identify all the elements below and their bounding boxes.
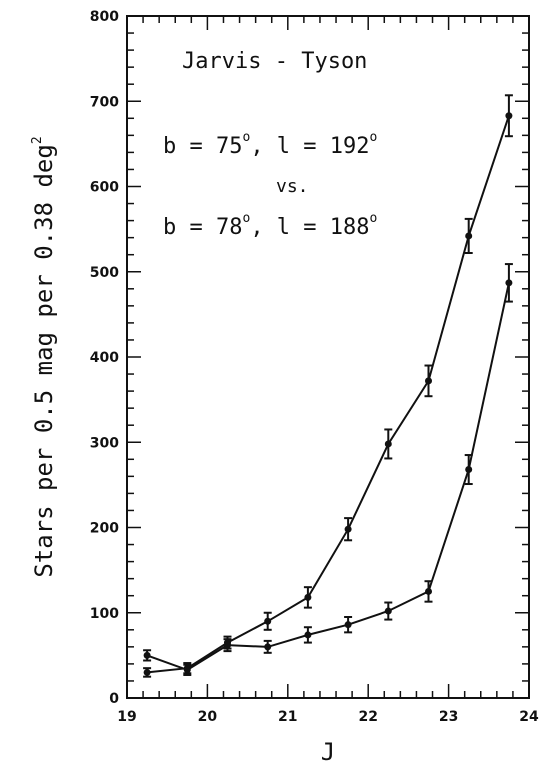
y-tick-label: 500: [90, 265, 119, 281]
data-point: [425, 587, 432, 595]
annotation-line-1-l: , l = 192: [250, 134, 369, 159]
axis-ticks: [126, 15, 530, 699]
data-point: [344, 621, 352, 629]
x-axis-label: J: [321, 738, 335, 766]
y-axis-label-group: Stars per 0.5 mag per 0.38 deg2: [30, 136, 58, 577]
data-point: [465, 466, 473, 474]
y-tick-label: 800: [90, 9, 119, 25]
annotation-line-2-l: , l = 188: [250, 215, 369, 240]
x-tick-label: 23: [439, 709, 458, 725]
data-point: [264, 643, 272, 651]
data-point: [224, 641, 231, 649]
x-tick-label: 24: [519, 709, 539, 725]
annotation-line-2-b-degree: o: [242, 211, 250, 226]
data-point: [384, 440, 392, 448]
y-axis-label-superscript: 2: [30, 136, 45, 144]
y-axis-label-text: Stars per 0.5 mag per 0.38 deg: [30, 144, 58, 577]
plot-frame: [126, 15, 530, 699]
x-tick-labels: 19 20 21 22 23 24: [117, 709, 539, 725]
data-point: [465, 232, 473, 240]
y-tick-label: 200: [90, 521, 119, 537]
data-point: [304, 631, 312, 639]
data-point: [344, 525, 352, 533]
annotation-title: Jarvis - Tyson: [182, 49, 367, 74]
y-tick-label: 100: [90, 606, 119, 622]
annotation-line-1-b-degree: o: [242, 130, 250, 145]
series-line: [146, 282, 510, 672]
y-tick-labels: 0 100 200 300 400 500 600 700 800: [90, 9, 119, 707]
data-point: [505, 279, 513, 287]
y-axis-label: Stars per 0.5 mag per 0.38 deg2: [30, 136, 58, 577]
data-point: [143, 668, 151, 676]
annotation-line-2: b = 78o, l = 188o: [163, 211, 377, 240]
data-point: [425, 377, 432, 385]
annotation-line-1-b: b = 75: [163, 134, 242, 159]
y-tick-label: 400: [90, 350, 119, 366]
annotation-line-1: b = 75o, l = 192o: [163, 130, 377, 159]
x-tick-label: 20: [198, 709, 218, 725]
data-point: [264, 617, 272, 625]
series-line: [146, 115, 510, 674]
annotation-line-1-l-degree: o: [370, 130, 378, 145]
data-point: [304, 593, 312, 601]
x-tick-label: 19: [117, 709, 136, 725]
y-tick-label: 300: [90, 435, 119, 451]
y-tick-label: 700: [90, 94, 119, 110]
annotation-vs: vs.: [276, 176, 309, 197]
y-tick-label: 0: [109, 691, 119, 707]
data-point: [384, 607, 392, 615]
series-layer: [143, 94, 513, 678]
x-tick-label: 22: [358, 709, 377, 725]
series-1: [143, 94, 513, 678]
y-tick-label: 600: [90, 180, 119, 196]
series-2: [143, 263, 513, 676]
x-tick-label: 21: [278, 709, 297, 725]
data-point: [505, 112, 513, 120]
annotation-line-2-b: b = 78: [163, 215, 242, 240]
data-point: [183, 666, 191, 674]
data-point: [143, 651, 151, 659]
annotation-line-2-l-degree: o: [370, 211, 378, 226]
